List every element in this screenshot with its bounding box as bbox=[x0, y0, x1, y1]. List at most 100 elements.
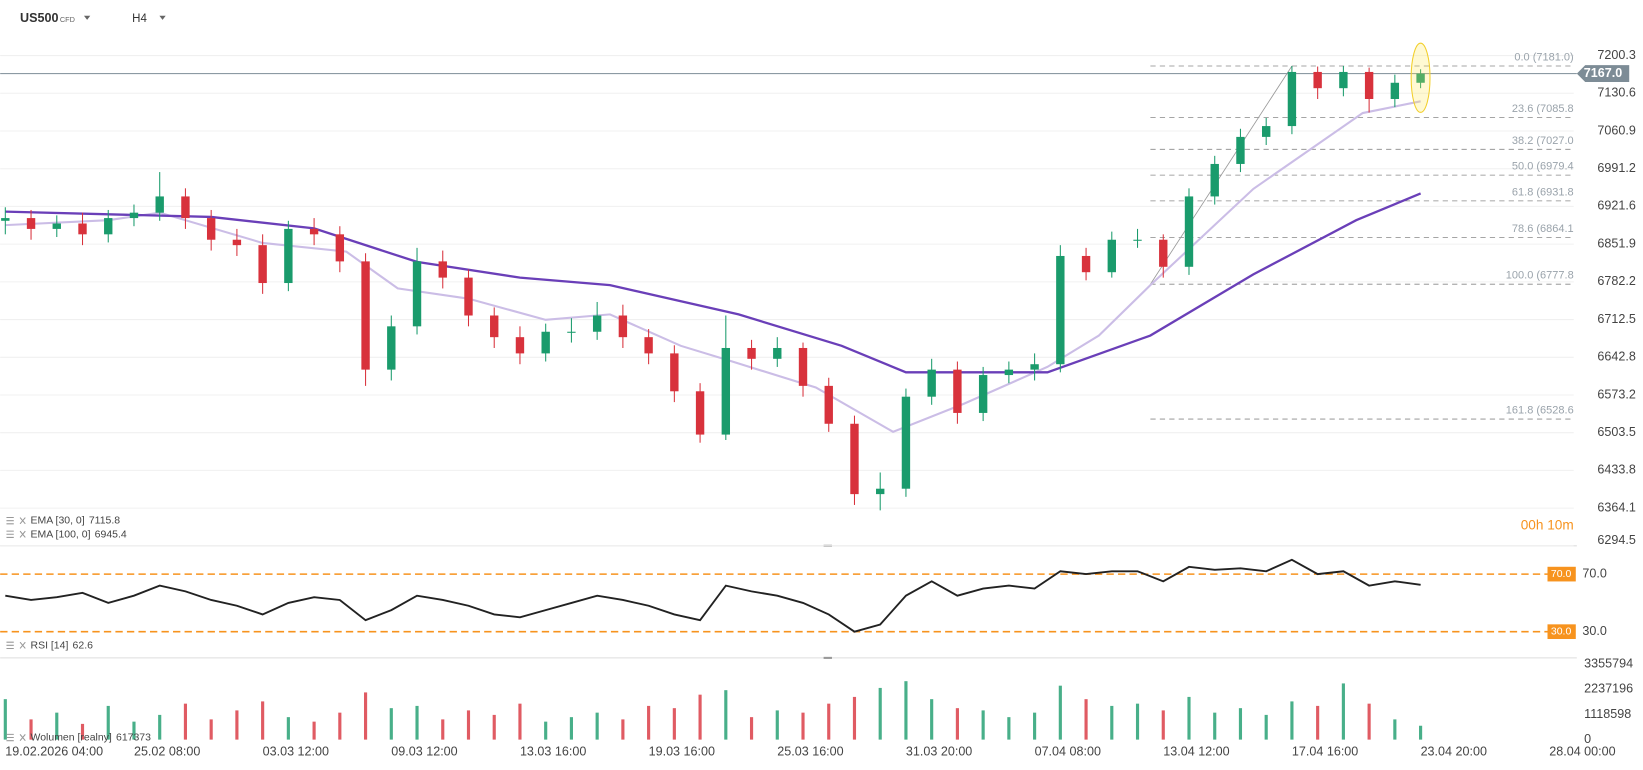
legend-name: EMA [100, 0] bbox=[31, 529, 91, 540]
y-tick-label: 6782.2 bbox=[1597, 274, 1635, 288]
volume-bar bbox=[1058, 685, 1062, 740]
legend-value: 6945.4 bbox=[95, 529, 127, 540]
volume-bar bbox=[595, 712, 599, 740]
legend-name: Wolumen [realny] bbox=[31, 732, 112, 743]
volume-bar bbox=[1084, 699, 1088, 740]
legend-value: 617373 bbox=[116, 732, 151, 743]
candle-body bbox=[1313, 71, 1322, 89]
volume-bar bbox=[1110, 705, 1114, 740]
volume-bar bbox=[647, 705, 651, 740]
candle-body bbox=[1262, 126, 1271, 137]
volume-bar bbox=[1316, 705, 1320, 740]
ema-line bbox=[5, 192, 1422, 374]
instrument-type: CFD bbox=[60, 15, 75, 24]
volume-bar bbox=[183, 703, 188, 740]
volume-bar bbox=[363, 692, 368, 740]
volume-bar bbox=[1007, 717, 1011, 740]
volume-bar bbox=[698, 694, 702, 740]
volume-bar bbox=[1290, 701, 1294, 740]
y-tick-label: 6991.2 bbox=[1597, 161, 1635, 175]
legend-name: RSI [14] bbox=[31, 640, 69, 651]
volume-bar bbox=[158, 714, 162, 740]
y-tick-label: 7200.3 bbox=[1597, 48, 1635, 62]
fib-label: 0.0 (7181.0) bbox=[1514, 52, 1573, 64]
volume-bar bbox=[1213, 712, 1217, 740]
candle-body bbox=[438, 261, 447, 278]
y-tick-label: 7060.9 bbox=[1597, 123, 1635, 137]
y-tick-label: 6294.5 bbox=[1597, 533, 1635, 547]
fib-label: 161.8 (6528.6 bbox=[1506, 405, 1574, 417]
fib-label: 100.0 (6777.8 bbox=[1506, 270, 1574, 282]
candle-body bbox=[361, 261, 370, 370]
x-tick-label: 07.04 08:00 bbox=[1035, 745, 1101, 759]
x-tick-label: 19.02.2026 04:00 bbox=[5, 745, 103, 759]
symbol[interactable]: US500 bbox=[20, 11, 58, 25]
volume-bar bbox=[55, 712, 59, 740]
candle-body bbox=[1236, 136, 1245, 164]
fib-label: 38.2 (7027.0 bbox=[1512, 135, 1574, 147]
volume-bar bbox=[930, 699, 934, 740]
volume-bar bbox=[981, 710, 985, 740]
volume-bar bbox=[1341, 683, 1345, 740]
volume-bar bbox=[878, 687, 882, 740]
legend-value: 62.6 bbox=[73, 640, 94, 651]
ema-line bbox=[5, 100, 1421, 433]
rsi-line bbox=[5, 558, 1421, 633]
candle-body bbox=[206, 218, 216, 240]
volume-bar bbox=[389, 708, 393, 740]
candle-body bbox=[1081, 255, 1091, 273]
y-tick-label: 3355794 bbox=[1584, 657, 1633, 671]
y-tick-label: 6503.5 bbox=[1597, 425, 1635, 439]
x-tick-label: 09.03 12:00 bbox=[391, 745, 457, 759]
volume-bar bbox=[492, 714, 496, 740]
candle-body bbox=[824, 385, 833, 424]
volume-bar bbox=[801, 712, 805, 740]
candle-body bbox=[644, 337, 653, 354]
candle-body bbox=[1287, 71, 1297, 127]
candle-body bbox=[387, 326, 396, 370]
timeframe[interactable]: H4 bbox=[132, 13, 147, 25]
volume-legend: Wolumen [realny] 617373 bbox=[31, 732, 152, 743]
y-tick-label: 6642.8 bbox=[1597, 350, 1635, 364]
candle-body bbox=[1056, 255, 1065, 365]
candle-body bbox=[129, 212, 139, 219]
candle-body bbox=[1390, 82, 1400, 100]
volume-bar bbox=[775, 710, 779, 740]
symbol-caret[interactable] bbox=[83, 15, 91, 20]
candle-body bbox=[1159, 239, 1168, 267]
volume-bar bbox=[29, 719, 33, 740]
volume-bar bbox=[235, 710, 239, 740]
volume-bar bbox=[3, 699, 7, 740]
volume-bar bbox=[1393, 719, 1397, 740]
candle-body bbox=[747, 347, 756, 359]
candle-body bbox=[1184, 196, 1194, 267]
candle-body bbox=[850, 423, 859, 495]
candle-body bbox=[876, 488, 885, 495]
volume-bar bbox=[672, 708, 676, 740]
indicator-legend: EMA [30, 0] 7115.8 bbox=[31, 515, 121, 526]
indicator-legend: EMA [100, 0] 6945.4 bbox=[31, 529, 127, 540]
volume-bar bbox=[466, 710, 471, 740]
candle-body bbox=[1416, 73, 1425, 83]
candle-body bbox=[1133, 239, 1142, 241]
volume-bar bbox=[441, 719, 445, 740]
y-tick-label: 0 bbox=[1584, 732, 1591, 746]
y-tick-label: 6573.2 bbox=[1597, 387, 1635, 401]
rsi-level-tag-label: 70.0 bbox=[1551, 569, 1572, 580]
volume-bar bbox=[852, 696, 857, 740]
timeframe-caret[interactable] bbox=[159, 15, 166, 20]
volume-bar bbox=[1187, 696, 1191, 740]
y-tick-label: 30.0 bbox=[1582, 624, 1606, 638]
rsi-legend: RSI [14] 62.6 bbox=[31, 640, 94, 651]
candle-body bbox=[618, 315, 628, 338]
legend-icon bbox=[6, 517, 26, 525]
candle-body bbox=[52, 223, 61, 229]
y-tick-label: 2237196 bbox=[1584, 682, 1633, 696]
x-tick-label: 03.03 12:00 bbox=[263, 745, 329, 759]
candle-body bbox=[78, 223, 87, 235]
candle-body bbox=[1004, 369, 1014, 376]
rsi-level-tag bbox=[1547, 566, 1576, 582]
fib-label: 23.6 (7085.8 bbox=[1512, 103, 1574, 115]
